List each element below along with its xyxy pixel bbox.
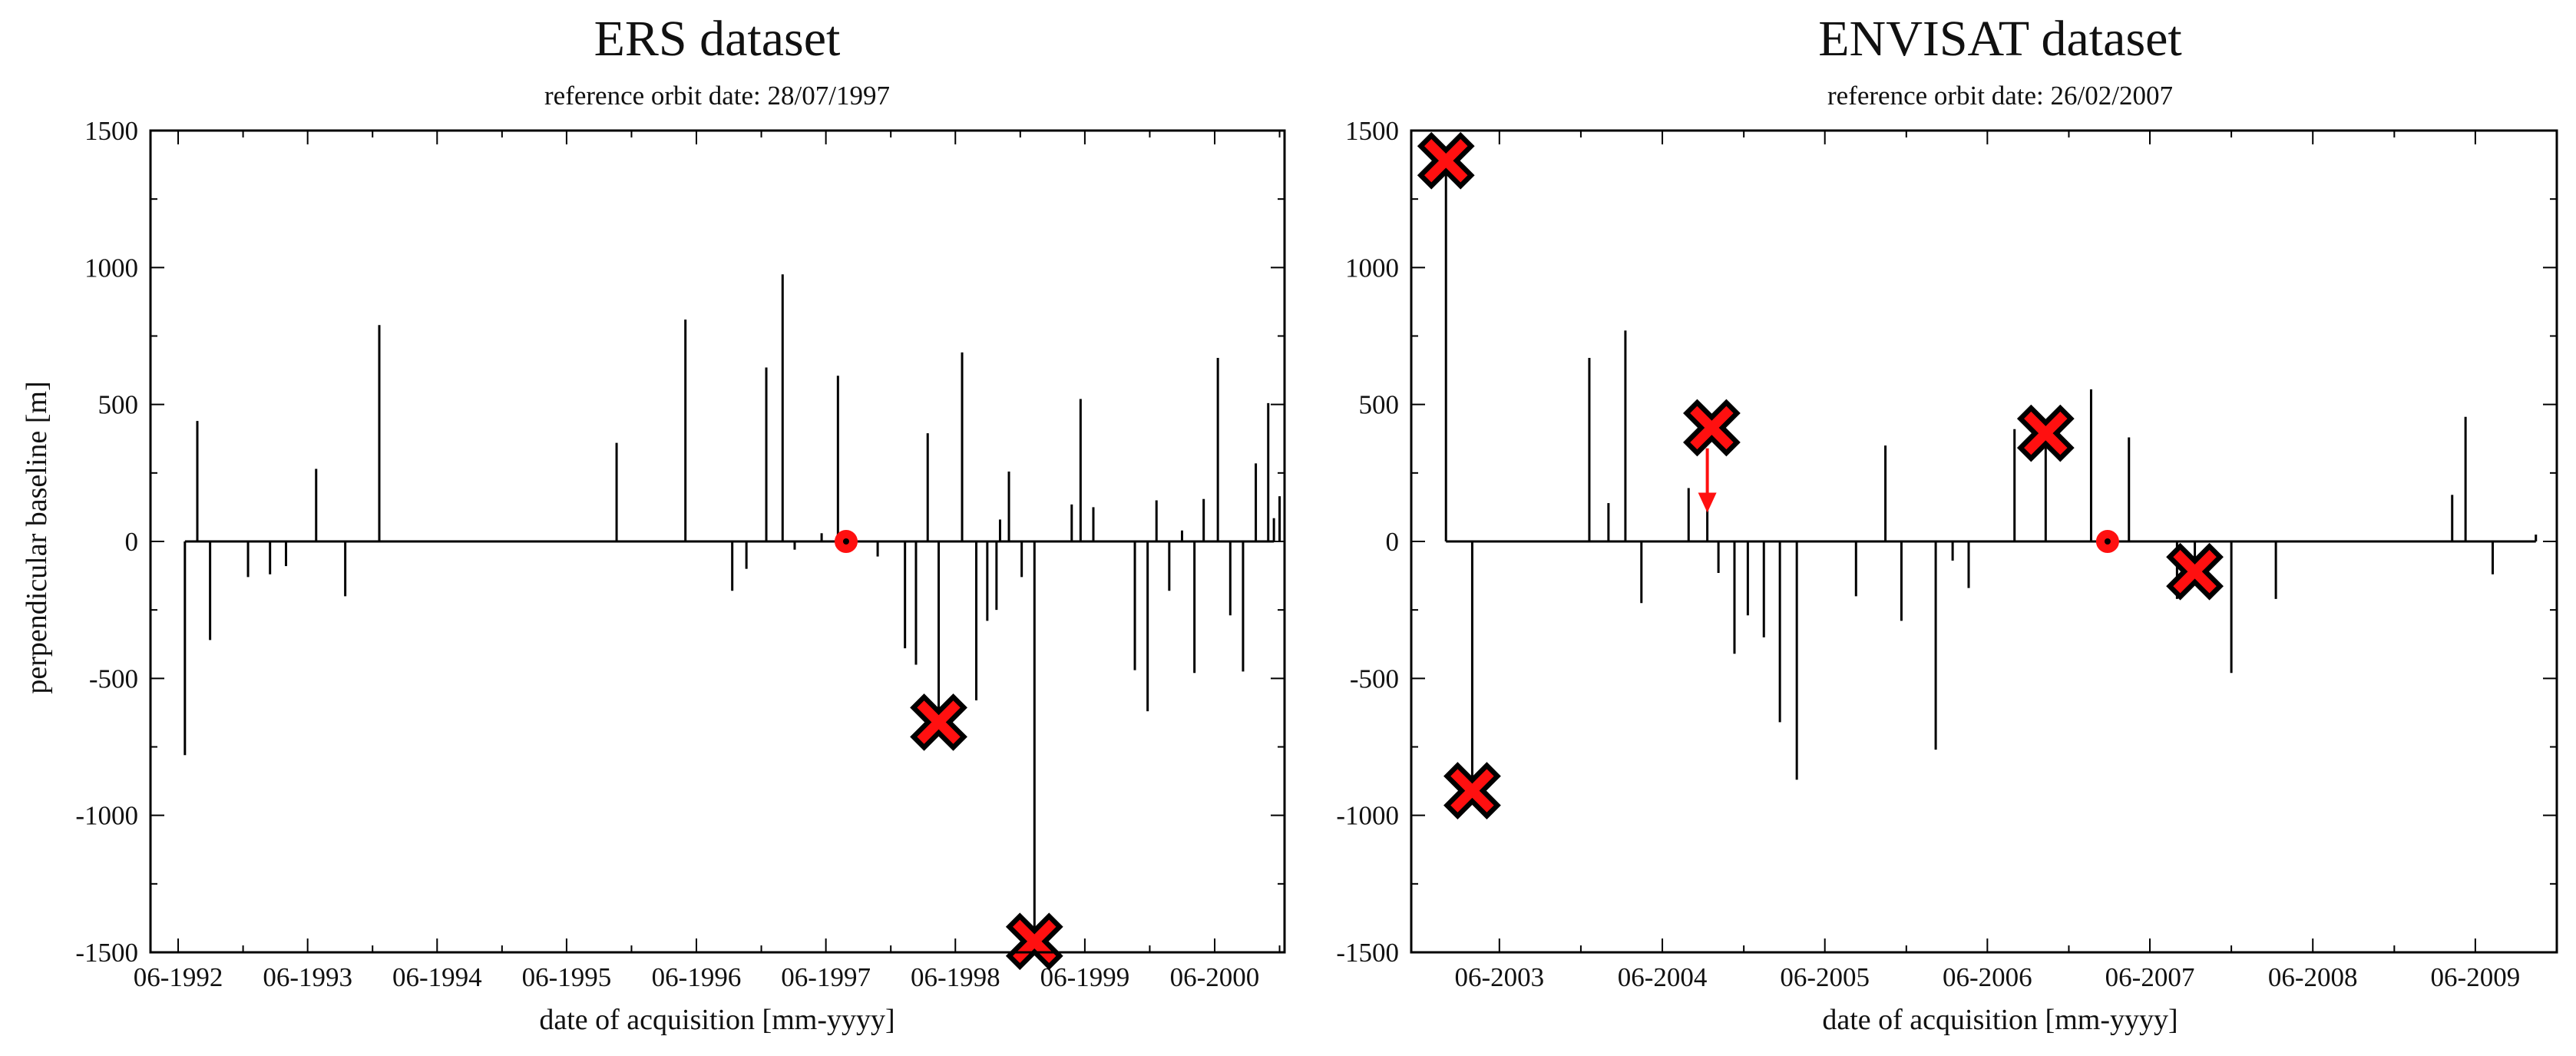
x-marker-fill xyxy=(1690,406,1734,450)
plot-frame xyxy=(149,129,1286,954)
reference-orbit-center xyxy=(842,538,849,545)
x-tick-label: 06-1992 xyxy=(134,962,223,992)
x-axis-label: date of acquisition [mm-yyyy] xyxy=(539,1004,894,1036)
x-marker-fill xyxy=(2024,411,2068,455)
y-tick-label: 1500 xyxy=(1345,116,1399,146)
x-marker-fill xyxy=(1424,139,1468,183)
y-tick-label: -1500 xyxy=(1336,938,1399,968)
chart-title: ENVISAT dataset xyxy=(1818,11,2182,67)
x-marker-fill xyxy=(1013,919,1057,963)
envisat-chart-panel: ENVISAT dataset reference orbit date: 26… xyxy=(1336,11,2558,1036)
x-marker-fill xyxy=(917,700,961,744)
y-axis-label: perpendicular baseline [m] xyxy=(21,381,53,694)
y-tick-label: 0 xyxy=(1386,527,1400,557)
x-tick-label: 06-2009 xyxy=(2431,962,2521,992)
y-tick-label: -1000 xyxy=(1336,801,1399,831)
y-tick-label: -1500 xyxy=(75,938,138,968)
baseline-bars xyxy=(1444,159,2538,791)
y-tick-label: -500 xyxy=(89,664,138,694)
chart-subtitle: reference orbit date: 28/07/1997 xyxy=(544,81,890,111)
rejected-acquisition-marker xyxy=(1683,399,1741,457)
reference-orbit-center xyxy=(2104,538,2111,545)
x-marker-fill xyxy=(1450,769,1494,813)
y-tick-label: -1000 xyxy=(75,801,138,831)
y-tick-label: 0 xyxy=(125,527,139,557)
axis-ticks: -1500 -1000 -500 0 500 1000 1500 06-2003 06-2004… xyxy=(1336,116,2557,992)
y-tick-label: 1000 xyxy=(84,253,138,283)
y-tick-label: 500 xyxy=(1359,390,1400,420)
x-tick-label: 06-1995 xyxy=(522,962,612,992)
x-tick-label: 06-1999 xyxy=(1040,962,1130,992)
plot-frame xyxy=(1410,129,2558,954)
x-tick-label: 06-2004 xyxy=(1618,962,1708,992)
x-tick-label: 06-2007 xyxy=(2105,962,2195,992)
x-tick-label: 06-2003 xyxy=(1454,962,1544,992)
rejected-acquisition-marker xyxy=(910,694,967,751)
x-tick-label: 06-1993 xyxy=(263,962,352,992)
chart-title: ERS dataset xyxy=(594,11,841,67)
ers-chart-panel: ERS dataset reference orbit date: 28/07/… xyxy=(21,11,1286,1036)
y-tick-label: 500 xyxy=(98,390,139,420)
x-marker-fill xyxy=(2173,550,2217,594)
rejected-acquisition-marker xyxy=(1417,131,1475,190)
y-tick-label: -500 xyxy=(1350,664,1399,694)
shift-arrow xyxy=(1698,448,1717,513)
x-tick-label: 06-1998 xyxy=(911,962,1000,992)
chart-subtitle: reference orbit date: 26/02/2007 xyxy=(1827,81,2173,111)
x-axis-label: date of acquisition [mm-yyyy] xyxy=(1822,1004,2178,1036)
y-tick-label: 1000 xyxy=(1345,253,1399,283)
arrow-head xyxy=(1698,492,1717,513)
x-tick-label: 06-2006 xyxy=(1943,962,2032,992)
x-tick-label: 06-1994 xyxy=(392,962,482,992)
markers xyxy=(834,530,1063,971)
x-tick-label: 06-2000 xyxy=(1170,962,1260,992)
rejected-acquisition-marker xyxy=(2166,542,2224,601)
x-tick-label: 06-2008 xyxy=(2268,962,2358,992)
baseline-bars xyxy=(184,274,1281,940)
x-tick-label: 06-2005 xyxy=(1780,962,1870,992)
x-tick-label: 06-1996 xyxy=(652,962,742,992)
rejected-acquisition-marker xyxy=(1443,762,1501,819)
axis-ticks: -1500 -1000 -500 0 500 1000 1500 06-1992 06-1993… xyxy=(75,116,1285,992)
rejected-acquisition-marker xyxy=(2016,404,2075,462)
markers xyxy=(1417,131,2224,819)
y-tick-label: 1500 xyxy=(84,116,138,146)
x-tick-label: 06-1997 xyxy=(781,962,871,992)
rejected-acquisition-marker xyxy=(1005,912,1063,971)
